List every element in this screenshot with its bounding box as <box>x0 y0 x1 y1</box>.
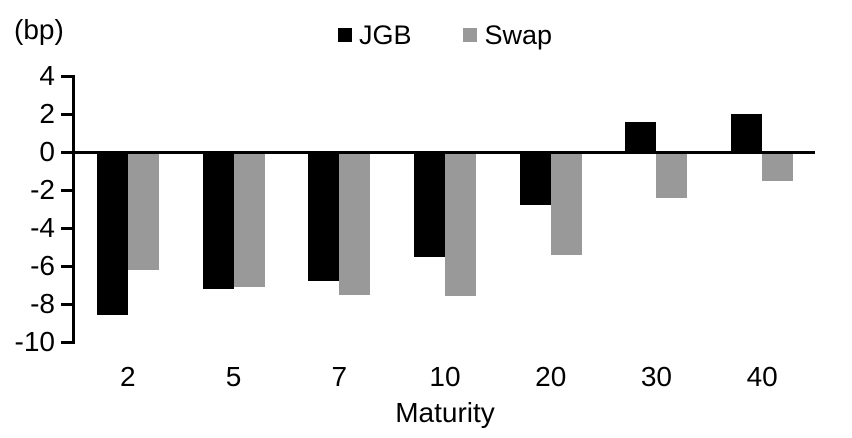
bar-swap-5 <box>233 152 265 287</box>
y-tick-label: -6 <box>30 250 55 281</box>
plot-area: 4 2 0 -2 -4 -6 -8 -10 <box>15 60 815 357</box>
x-tick-label-7: 7 <box>331 361 348 392</box>
x-tick-label-30: 30 <box>640 361 672 392</box>
y-tick-mark <box>61 74 74 78</box>
x-tick-label-10: 10 <box>429 361 461 392</box>
legend-item-jgb: JGB <box>337 20 412 50</box>
bar-swap-40 <box>762 152 794 181</box>
legend-label-jgb: JGB <box>358 20 412 50</box>
y-axis-line <box>72 74 75 344</box>
x-tick-label-5: 5 <box>225 361 242 392</box>
y-tick-mark <box>61 188 74 192</box>
y-tick-label: -2 <box>30 174 55 205</box>
legend: JGB Swap <box>75 20 815 50</box>
y-tick-mark <box>61 302 74 306</box>
bar-jgb-7 <box>308 152 340 282</box>
bar-jgb-20 <box>519 152 551 206</box>
bar-jgb-30 <box>625 121 657 152</box>
y-tick-label: 2 <box>39 98 55 129</box>
bar-jgb-10 <box>414 152 445 257</box>
bar-swap-7 <box>339 152 371 295</box>
y-tick-mark <box>61 112 74 116</box>
y-tick-label: -8 <box>30 288 55 319</box>
bar-swap-20 <box>550 152 582 255</box>
bar-swap-30 <box>656 152 688 198</box>
x-tick-label-20: 20 <box>535 361 567 392</box>
bar-jgb-5 <box>202 152 234 289</box>
bar-jgb-2 <box>96 152 128 316</box>
y-tick-label: 0 <box>39 136 55 167</box>
x-tick-label-2: 2 <box>120 361 136 392</box>
legend-item-swap: Swap <box>463 20 552 50</box>
y-axis-unit-label: (bp) <box>14 14 64 45</box>
y-tick-mark <box>61 340 74 344</box>
legend-swatch-jgb <box>337 28 352 42</box>
y-tick-label: -10 <box>14 326 55 357</box>
bar-jgb-40 <box>731 114 763 152</box>
y-tick-mark <box>61 150 74 154</box>
legend-swatch-swap <box>463 28 478 42</box>
x-axis-title: Maturity <box>395 397 495 428</box>
y-tick-mark <box>61 226 74 230</box>
zero-baseline <box>75 150 815 154</box>
bar-swap-10 <box>445 152 476 297</box>
y-tick-label: -4 <box>30 212 55 243</box>
y-tick-label: 4 <box>39 60 55 91</box>
y-tick-mark <box>61 264 74 268</box>
x-tick-label-40: 40 <box>746 361 778 392</box>
bar-swap-2 <box>127 152 159 270</box>
legend-label-swap: Swap <box>484 20 553 50</box>
